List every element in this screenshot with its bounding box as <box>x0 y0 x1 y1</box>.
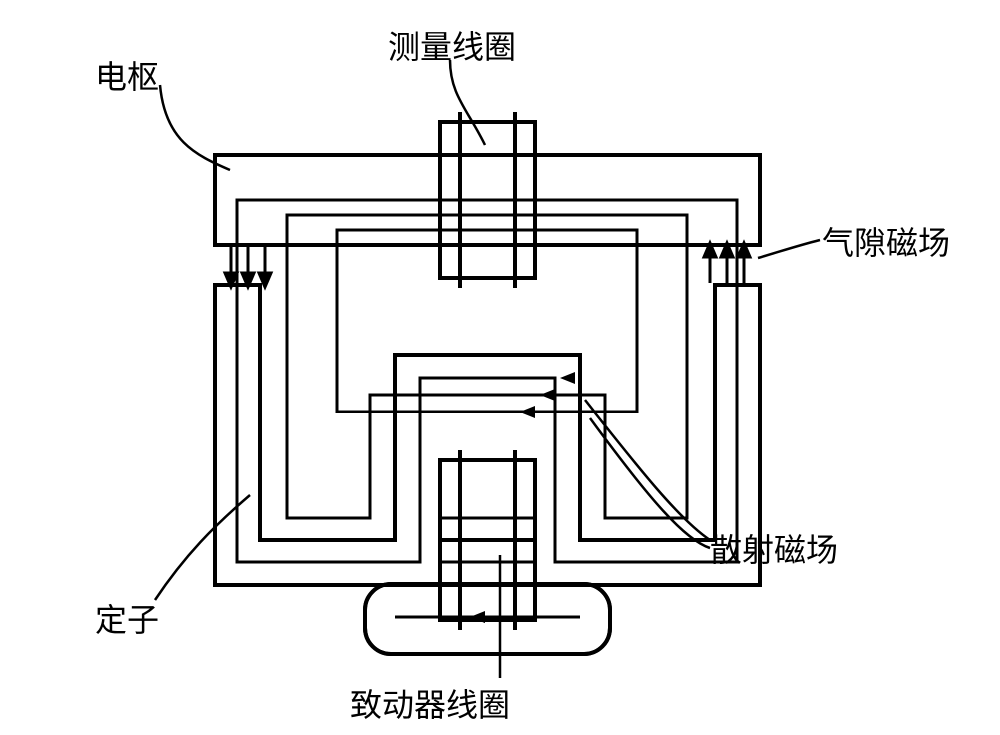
label-armature: 电枢 <box>95 52 159 98</box>
label-stator: 定子 <box>95 595 159 641</box>
actuator-coil <box>440 450 535 630</box>
label-stray-field: 散射磁场 <box>710 525 838 571</box>
label-measuring-coil: 测量线圈 <box>388 22 516 68</box>
measuring-coil <box>440 112 535 288</box>
label-airgap-field: 气隙磁场 <box>822 218 950 264</box>
diagram-canvas: 电枢 测量线圈 气隙磁场 定子 致动器线圈 散射磁场 <box>0 0 1000 735</box>
label-actuator-coil: 致动器线圈 <box>350 680 510 726</box>
